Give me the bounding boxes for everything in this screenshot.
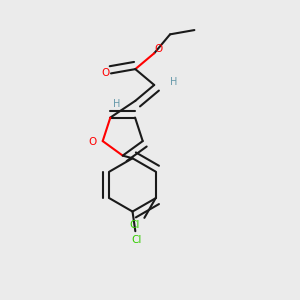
Text: H: H: [169, 77, 177, 87]
Text: O: O: [102, 68, 110, 78]
Text: Cl: Cl: [130, 220, 140, 230]
Text: O: O: [89, 137, 97, 148]
Text: Cl: Cl: [131, 235, 142, 244]
Text: H: H: [112, 99, 120, 109]
Text: O: O: [154, 44, 163, 54]
